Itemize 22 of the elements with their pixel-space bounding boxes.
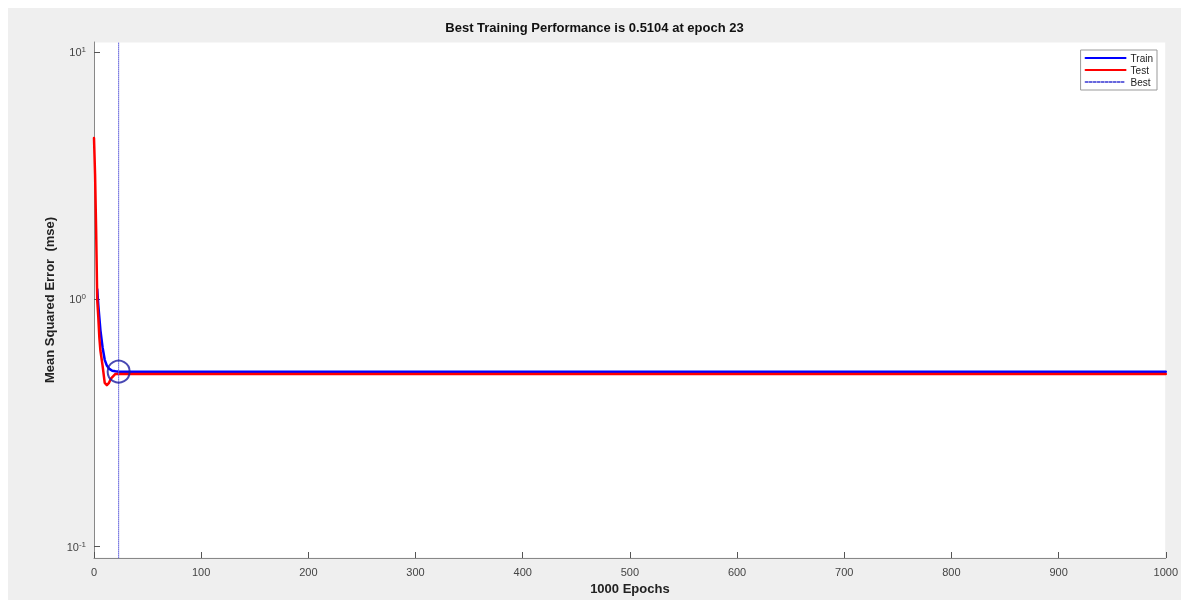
x-tick-label: 600 xyxy=(727,565,747,578)
legend-label: Test xyxy=(1130,64,1150,76)
legend-label: Best xyxy=(1130,76,1151,88)
y-tick-label: 10$^{1}$ xyxy=(69,44,87,59)
x-tick-label: 1000 xyxy=(1153,565,1179,578)
x-tick-label: 300 xyxy=(406,565,425,578)
y-tick-label: 10$^{-1}$ xyxy=(66,539,87,553)
x-tick-label: 0 xyxy=(90,565,98,578)
legend-label: Train xyxy=(1130,52,1154,64)
x-tick-label: 900 xyxy=(1049,565,1068,578)
x-tick-label: 700 xyxy=(835,565,854,578)
chart-title: Best Training Performance is 0.5104 at epoch 23 xyxy=(445,20,744,35)
x-tick-label: 200 xyxy=(299,565,318,578)
y-tick-label: 10$^{0}$ xyxy=(69,291,87,306)
x-axis-title: 1000 Epochs xyxy=(590,580,670,596)
line-series xyxy=(95,287,1168,374)
x-tick-label: 400 xyxy=(513,565,532,578)
x-tick-label: 500 xyxy=(620,565,640,578)
y-axis-title: Mean Squared Error (mse) xyxy=(42,216,57,384)
x-tick-label: 800 xyxy=(942,565,961,578)
line-series xyxy=(92,136,1168,387)
x-tick-label: 100 xyxy=(192,565,211,578)
